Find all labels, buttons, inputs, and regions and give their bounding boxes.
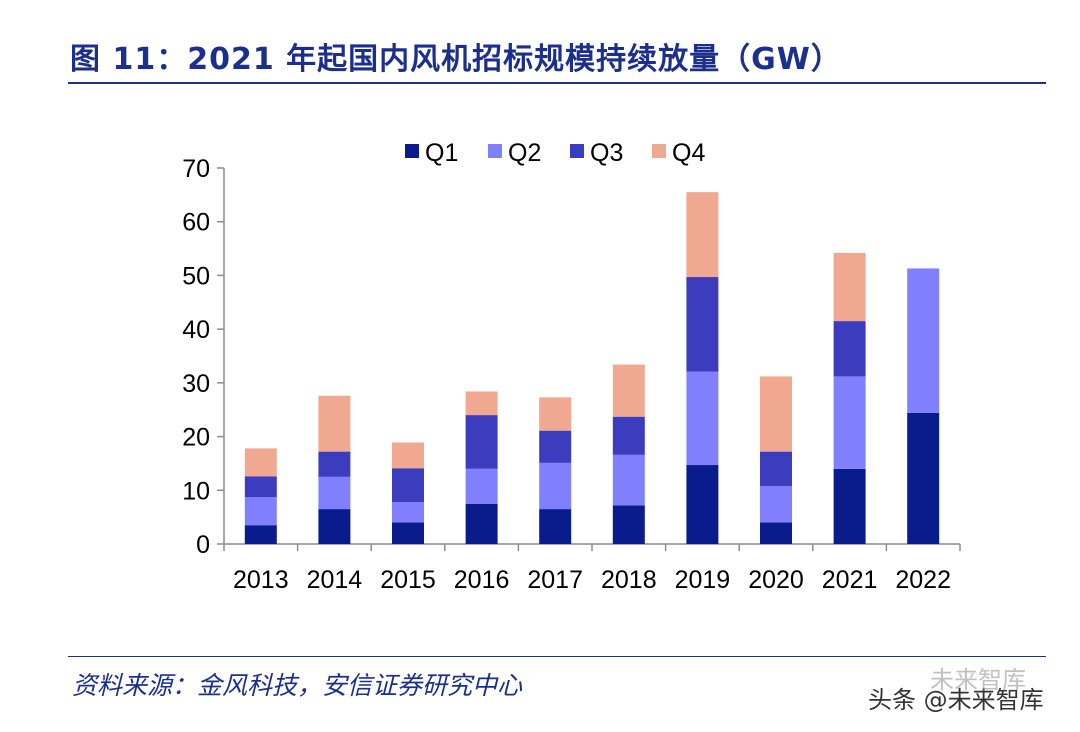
x-tick-label: 2022 [895,566,951,594]
title-divider [68,82,1046,84]
legend-label-q2: Q2 [508,139,541,167]
legend-swatch-q2 [488,144,502,158]
bar-q2-2022 [907,268,940,413]
y-tick-label: 20 [182,424,210,452]
bar-q1-2020 [760,522,792,544]
bar-q2-2016 [465,468,498,504]
x-tick-label: 2020 [748,566,804,594]
bar-q3-2019 [686,277,719,372]
bar-q4-2014 [318,395,351,452]
legend-swatch-q4 [652,144,666,158]
legend-label-q3: Q3 [590,139,623,167]
y-tick-label: 70 [182,155,210,183]
source-divider [68,656,1046,657]
x-tick-label: 2014 [307,566,363,594]
bar-q2-2017 [539,462,572,510]
bar-q1-2015 [392,522,424,544]
x-tick-label: 2021 [822,566,878,594]
bar-q1-2018 [612,505,645,544]
bar-q1-2013 [244,525,277,544]
bar-q3-2021 [833,321,866,377]
legend-label-q1: Q1 [425,139,458,167]
bar-q4-2017 [539,397,572,431]
bar-q2-2021 [833,376,866,469]
bar-q3-2020 [760,451,792,486]
x-tick-label: 2019 [675,566,731,594]
bar-q2-2013 [244,497,277,526]
legend-swatch-q3 [570,144,584,158]
bar-q3-2017 [539,430,572,463]
bar-q3-2014 [318,451,351,477]
bar-q2-2020 [760,485,792,523]
bar-q1-2014 [318,509,351,544]
source-note: 资料来源：金风科技，安信证券研究中心 [72,671,523,700]
bar-q2-2014 [318,476,351,510]
bar-q2-2018 [612,454,645,506]
y-tick-label: 50 [182,262,210,290]
bar-q3-2018 [612,416,645,455]
bar-q4-2020 [760,376,792,452]
watermark-main: 头条 @未来智库 [868,686,1044,714]
bar-q4-2021 [833,252,866,322]
legend-swatch-q1 [405,144,419,158]
x-tick-label: 2017 [527,566,583,594]
y-tick-label: 0 [196,531,210,559]
y-tick-label: 60 [182,209,210,237]
y-tick-label: 30 [182,370,210,398]
bar-q3-2013 [244,476,277,498]
bar-q2-2019 [686,371,719,466]
bar-q2-2015 [392,502,424,523]
bar-q1-2022 [907,412,940,544]
bar-q4-2015 [392,442,424,469]
bar-q1-2021 [833,468,866,544]
bar-q4-2016 [465,391,498,416]
x-tick-label: 2013 [233,566,289,594]
watermark: 头条 @未来智库 未来智库 [868,666,1044,715]
x-tick-label: 2018 [601,566,657,594]
bar-q1-2019 [686,465,719,544]
x-tick-label: 2016 [454,566,510,594]
bar-q1-2016 [465,503,498,544]
legend-label-q4: Q4 [672,139,705,167]
bar-q4-2013 [244,448,277,477]
y-tick-label: 40 [182,316,210,344]
bar-q4-2019 [686,192,719,278]
bar-q3-2016 [465,415,498,469]
chart-title: 图 11：2021 年起国内风机招标规模持续放量（GW） [70,42,842,77]
bar-q4-2018 [612,364,645,417]
x-tick-label: 2015 [380,566,436,594]
bar-q1-2017 [539,509,572,544]
bar-q3-2015 [392,468,424,503]
watermark-faded: 未来智库 [930,666,1026,694]
y-tick-label: 10 [182,477,210,505]
